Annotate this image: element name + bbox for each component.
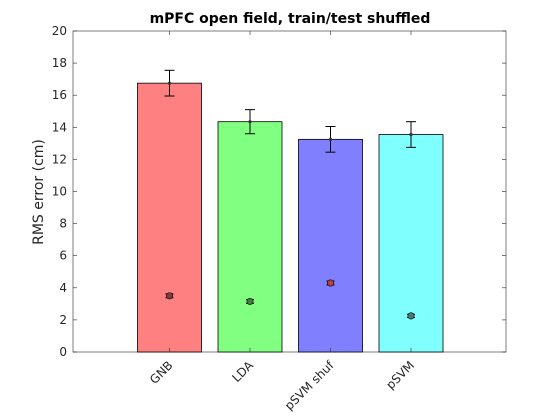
y-tick-label: 8	[59, 217, 67, 231]
y-tick-label: 18	[52, 56, 67, 70]
y-tick-label: 16	[52, 88, 67, 102]
y-tick-label: 2	[59, 313, 67, 327]
y-axis-title: RMS error (cm)	[31, 139, 47, 245]
plot-area: 0 2 4 6 8 10 12 14 16 18 20 GNB LDA pSVM shuf pSVM	[52, 24, 507, 413]
bar-gnb	[137, 82, 202, 353]
x-tick-label: LDA	[229, 358, 256, 385]
chart-title: mPFC open field, train/test shuffled	[150, 11, 431, 27]
bar-psvm-shuf	[298, 138, 363, 353]
y-tick-label: 14	[52, 120, 67, 134]
bar-mean-point	[328, 137, 333, 141]
y-tick-label: 6	[59, 249, 67, 263]
y-tick-label: 0	[59, 345, 67, 359]
x-tick-label: pSVM shuf	[282, 358, 337, 413]
inner-point	[326, 279, 334, 287]
y-tick-label: 10	[52, 185, 67, 199]
inner-point	[246, 297, 254, 305]
y-tick-label: 4	[59, 281, 67, 295]
bar-lda	[217, 121, 283, 353]
y-tick-label: 12	[52, 152, 67, 166]
bar-mean-point	[167, 81, 172, 85]
bar-mean-point	[409, 132, 413, 137]
y-tick-label: 20	[52, 24, 67, 38]
x-tick-label: GNB	[147, 358, 176, 387]
bar-mean-point	[248, 120, 252, 124]
inner-point	[407, 312, 415, 320]
x-tick-label: pSVM	[383, 358, 417, 392]
inner-point	[166, 292, 174, 300]
